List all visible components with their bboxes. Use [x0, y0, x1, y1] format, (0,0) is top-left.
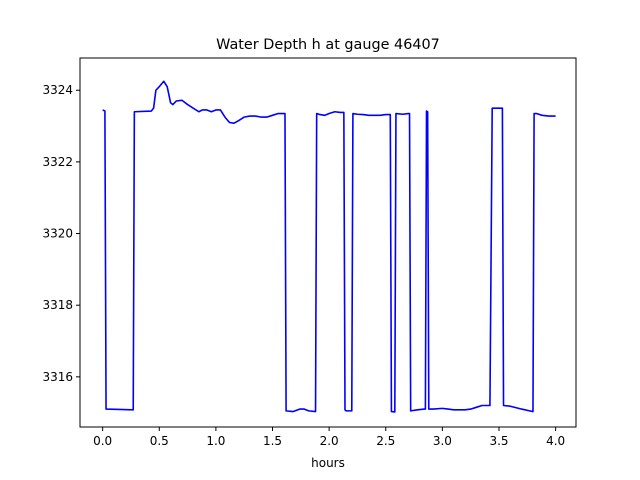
x-axis-ticks: 0.0 0.5 1.0 1.5 2.0 2.5 3.0 3.5 4.0 [93, 427, 565, 448]
x-tick-label: 1.5 [263, 434, 282, 448]
series-layer [102, 80, 556, 413]
x-tick-label: 0.0 [93, 434, 112, 448]
x-tick-label: 1.0 [206, 434, 225, 448]
series-line [102, 80, 556, 413]
x-axis-label: hours [311, 456, 345, 470]
chart-title: Water Depth h at gauge 46407 [216, 37, 440, 53]
x-tick-label: 0.5 [150, 434, 169, 448]
y-tick-label: 3324 [42, 83, 73, 97]
plot-frame [79, 57, 577, 428]
x-tick-label: 2.0 [320, 434, 339, 448]
x-tick-label: 4.0 [546, 434, 565, 448]
y-tick-label: 3316 [42, 370, 73, 384]
x-tick-label: 3.0 [433, 434, 452, 448]
y-axis-ticks: 3316 3318 3320 3322 3324 [42, 83, 80, 384]
y-tick-label: 3318 [42, 298, 73, 312]
plot-area [80, 58, 576, 427]
y-tick-label: 3322 [42, 155, 73, 169]
x-tick-label: 2.5 [376, 434, 395, 448]
x-tick-label: 3.5 [489, 434, 508, 448]
series-0 [102, 80, 556, 413]
y-tick-label: 3320 [42, 227, 73, 241]
